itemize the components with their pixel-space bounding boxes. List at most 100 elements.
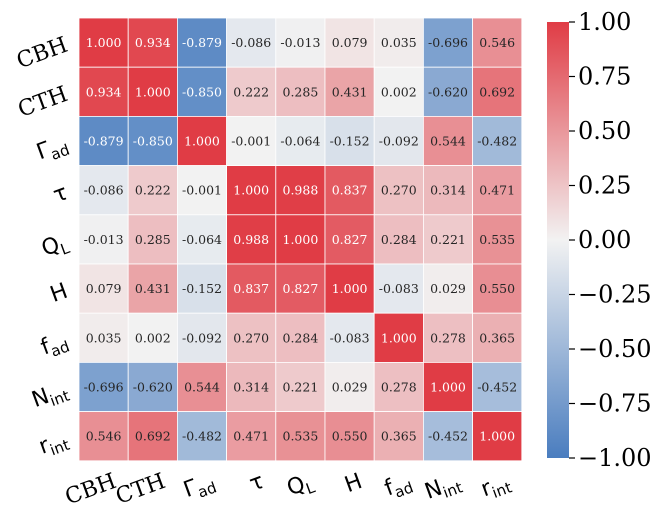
cell-value-label: 0.471	[479, 183, 515, 198]
heatmap-cell	[275, 411, 326, 462]
cell-value-label: 0.692	[479, 84, 515, 99]
heatmap-cell	[324, 263, 375, 314]
x-tick-label: H	[342, 469, 366, 498]
cell-value-label: 0.546	[479, 35, 515, 50]
cell-value-label: 0.544	[430, 134, 466, 149]
heatmap-cell	[226, 263, 277, 314]
cell-value-label: 0.270	[233, 330, 269, 345]
cell-value-label: -0.620	[428, 84, 468, 99]
cell-value-label: 0.544	[184, 380, 220, 395]
cell-value-label: 1.000	[86, 35, 122, 50]
heatmap-cell	[78, 66, 129, 117]
heatmap-cell	[176, 116, 227, 167]
y-tick-label: CTH	[15, 82, 71, 123]
heatmap-cell	[78, 411, 129, 462]
colorbar-tick-label: 0.00	[578, 226, 631, 254]
cell-value-label: 1.000	[479, 429, 515, 444]
cell-value-label: -0.092	[182, 330, 222, 345]
cell-value-label: -0.152	[330, 134, 370, 149]
cell-value-label: -0.482	[477, 134, 517, 149]
heatmap-cell	[176, 17, 227, 68]
heatmap-cell	[472, 263, 523, 314]
cell-value-label: 0.079	[86, 281, 122, 296]
x-tick-label: Nint	[422, 469, 466, 508]
colorbar-tick-label: 0.25	[578, 172, 631, 200]
cell-value-label: 0.471	[233, 429, 269, 444]
heatmap-cell	[226, 411, 277, 462]
y-tick-label: H	[47, 279, 71, 308]
heatmap-cell	[324, 214, 375, 265]
cell-value-label: 0.550	[332, 429, 368, 444]
x-tick-label: Γad	[180, 469, 219, 506]
heatmap-cell	[226, 165, 277, 216]
cell-value-label: 1.000	[332, 281, 368, 296]
heatmap-cell	[176, 361, 227, 412]
cell-value-label: -0.152	[182, 281, 222, 296]
cell-value-label: 0.284	[283, 330, 319, 345]
cell-value-label: 0.314	[233, 380, 269, 395]
heatmap-cell	[324, 17, 375, 68]
cell-value-label: -0.850	[182, 84, 222, 99]
cell-value-label: 0.029	[332, 380, 368, 395]
cell-value-label: 1.000	[233, 183, 269, 198]
x-tick-label: τ	[246, 469, 267, 497]
cell-value-label: 0.827	[332, 232, 368, 247]
cell-value-label: 0.431	[135, 281, 171, 296]
heatmap-cell	[127, 17, 178, 68]
cell-value-label: -0.064	[280, 134, 320, 149]
cell-value-label: 1.000	[381, 330, 417, 345]
colorbar-ticks: 1.00 0.75 0.50 0.25 0.00 −0.25 −0.50 −0.75 −1.00	[569, 8, 652, 472]
cell-value-label: -0.092	[379, 134, 419, 149]
cell-value-label: 1.000	[430, 380, 466, 395]
heatmap-cell	[127, 312, 178, 363]
cell-value-label: 1.000	[135, 84, 171, 99]
cell-value-label: 0.535	[283, 429, 319, 444]
cell-value-label: 0.365	[381, 429, 417, 444]
heatmap-cell	[275, 116, 326, 167]
heatmap-cell	[127, 165, 178, 216]
x-tick-label: QL	[284, 469, 318, 504]
cell-value-label: 0.222	[135, 183, 171, 198]
heatmap-cell	[226, 116, 277, 167]
heatmap-cell	[472, 165, 523, 216]
cell-value-label: 0.285	[135, 232, 171, 247]
heatmap-cell	[324, 361, 375, 412]
heatmap-cell	[78, 263, 129, 314]
colorbar: 1.00 0.75 0.50 0.25 0.00 −0.25 −0.50 −0.75 −1.00	[547, 8, 652, 472]
cell-value-label: 0.285	[283, 84, 319, 99]
cell-value-label: 0.827	[283, 281, 319, 296]
heatmap-cells: 1.000 0.934 -0.879 -0.086 -0.013 0.079 0.035 -0…	[78, 17, 523, 462]
cell-value-label: 0.002	[381, 84, 417, 99]
heatmap-cell	[275, 361, 326, 412]
heatmap-cell	[472, 361, 523, 412]
heatmap-cell	[422, 263, 473, 314]
y-tick-label: Γad	[33, 131, 72, 168]
cell-value-label: -0.086	[84, 183, 124, 198]
y-tick-label: Nint	[29, 377, 73, 416]
cell-value-label: -0.452	[428, 429, 468, 444]
cell-value-label: 0.934	[86, 84, 122, 99]
heatmap-cell	[176, 66, 227, 117]
cell-value-label: -0.083	[330, 330, 370, 345]
heatmap-cell	[226, 361, 277, 412]
cell-value-label: -0.452	[477, 380, 517, 395]
heatmap-cell	[78, 165, 129, 216]
colorbar-tick-label: 0.50	[578, 117, 631, 145]
cell-value-label: 0.029	[430, 281, 466, 296]
x-tick-label: fad	[381, 469, 415, 504]
cell-value-label: 0.035	[381, 35, 417, 50]
heatmap-cell	[127, 411, 178, 462]
cell-value-label: 0.035	[86, 330, 122, 345]
colorbar-tick-label: −1.00	[578, 444, 652, 472]
heatmap-cell	[78, 214, 129, 265]
x-tick-label: CTH	[113, 469, 169, 510]
cell-value-label: -0.064	[182, 232, 222, 247]
cell-value-label: 0.221	[430, 232, 466, 247]
cell-value-label: -0.013	[84, 232, 124, 247]
cell-value-label: -0.879	[84, 134, 124, 149]
heatmap-cell	[176, 263, 227, 314]
heatmap-cell	[78, 312, 129, 363]
heatmap-cell	[176, 214, 227, 265]
